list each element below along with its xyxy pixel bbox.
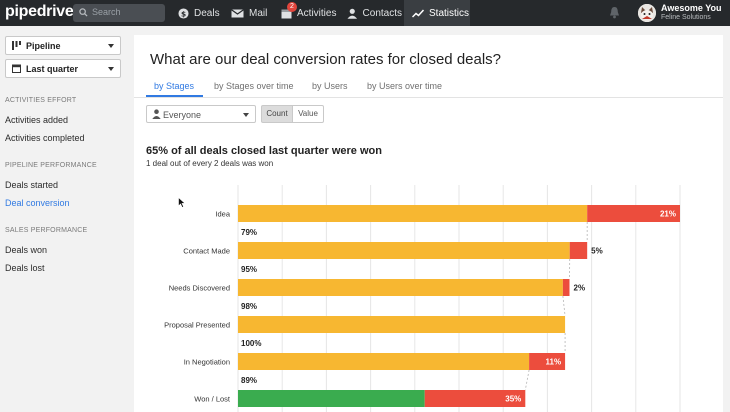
sidebar-item-activities-completed[interactable]: Activities completed [5,133,85,143]
period-select[interactable]: Last quarter [5,59,121,78]
section-heading-activities-effort: ACTIVITIES EFFORT [5,97,77,104]
dropoff-bar [562,279,570,296]
dropoff-percentage: 5% [591,247,603,256]
stage-label: Idea [215,210,230,219]
person-icon [152,109,161,119]
user-organization: Feline Solutions [661,14,711,21]
trend-icon [412,8,424,18]
conversion-chart: Idea 21% 79% Contact Made 5% 95% Needs Discove… [164,185,681,412]
person-icon [347,8,358,19]
tab-by-users[interactable]: by Users [312,81,348,91]
conversion-rate: 79% [241,228,257,237]
tab-divider [134,97,723,98]
activities-badge: 2 [287,2,297,12]
user-name[interactable]: Awesome You [661,3,722,13]
summary-headline: 65% of all deals closed last quarter wer… [146,145,382,157]
conversion-rate: 100% [241,339,261,348]
cat-avatar-icon [638,4,656,22]
stage-label: In Negotiation [184,358,230,367]
sidebar-item-activities-added[interactable]: Activities added [5,115,69,125]
mail-icon [231,8,244,17]
sidebar-item-deals-lost[interactable]: Deals lost [5,263,45,273]
dropoff-percentage: 35% [505,395,521,404]
nav-mail[interactable]: Mail [226,0,272,26]
stage-label: Contact Made [183,247,230,256]
page-title: What are our deal conversion rates for c… [150,51,502,68]
stage-bar [238,205,588,222]
period-select-value: Last quarter [26,64,79,74]
chevron-down-icon [108,67,114,71]
pipeline-select-value: Pipeline [26,41,61,51]
dropoff-bar [529,353,566,370]
summary-subline: 1 deal out of every 2 deals was won [146,159,274,168]
nav-contacts[interactable]: Contacts [342,0,402,26]
sidebar-item-deal-conversion[interactable]: Deal conversion [5,198,70,208]
connector-line [524,369,530,391]
chevron-down-icon [243,113,249,117]
pipeline-icon [12,41,21,50]
stage-label: Needs Discovered [169,284,230,293]
app-logo[interactable]: pipedrive [5,3,74,20]
count-toggle-button[interactable]: Count [261,105,293,123]
sidebar: Pipeline Last quarter ACTIVITIES EFFORT … [0,26,134,412]
dropoff-percentage: 11% [546,358,562,367]
nav-contacts-label: Contacts [362,7,402,19]
stage-bar [238,353,530,370]
nav-deals[interactable]: $ Deals [172,0,224,26]
nav-statistics[interactable]: Statistics [404,0,470,26]
tab-by-users-over-time[interactable]: by Users over time [367,81,443,91]
sidebar-item-deals-started[interactable]: Deals started [5,180,59,190]
dollar-icon: $ [178,7,189,19]
dropoff-percentage: 21% [660,210,676,219]
report-panel: What are our deal conversion rates for c… [134,35,723,412]
dropoff-percentage: 2% [574,284,586,293]
stage-bar [238,242,570,259]
nav-activities[interactable]: Activities [276,0,340,26]
search-placeholder: Search [92,7,121,17]
nav-mail-label: Mail [249,7,268,19]
stage-bar [238,316,566,333]
nav-deals-label: Deals [194,7,220,19]
top-navigation-bar: pipedrive Search $ Deals Mail Activities… [0,0,730,26]
tab-by-stages-over-time[interactable]: by Stages over time [214,81,294,91]
active-tab-indicator [146,95,203,97]
calendar-icon [12,64,21,73]
section-heading-pipeline-performance: PIPELINE PERFORMANCE [5,162,97,169]
connector-line [562,295,566,317]
stage-label: Proposal Presented [164,321,230,330]
tab-by-stages[interactable]: by Stages [154,81,195,91]
avatar[interactable] [638,4,656,22]
bell-icon[interactable] [609,6,620,19]
calendar-icon [281,9,292,18]
conversion-rate: 95% [241,265,257,274]
stage-label: Won / Lost [194,395,231,404]
nav-statistics-label: Statistics [429,7,470,19]
section-heading-sales-performance: SALES PERFORMANCE [5,227,88,234]
mouse-cursor-icon [178,197,186,208]
dropoff-bar [569,242,588,259]
search-box[interactable]: Search [73,4,165,22]
lost-bar [424,390,526,407]
conversion-rate: 89% [241,376,257,385]
pipeline-select[interactable]: Pipeline [5,36,121,55]
conversion-rate: 98% [241,302,257,311]
svg-text:$: $ [181,9,186,18]
user-filter-value: Everyone [163,110,202,120]
stage-bar [238,279,563,296]
nav-activities-label: Activities [297,7,337,19]
dropoff-bar [587,205,680,222]
search-icon [79,8,88,17]
won-bar [238,390,425,407]
user-filter-select[interactable]: Everyone [146,105,256,123]
chevron-down-icon [108,44,114,48]
value-toggle-button[interactable]: Value [292,105,324,123]
sidebar-item-deals-won[interactable]: Deals won [5,245,48,255]
